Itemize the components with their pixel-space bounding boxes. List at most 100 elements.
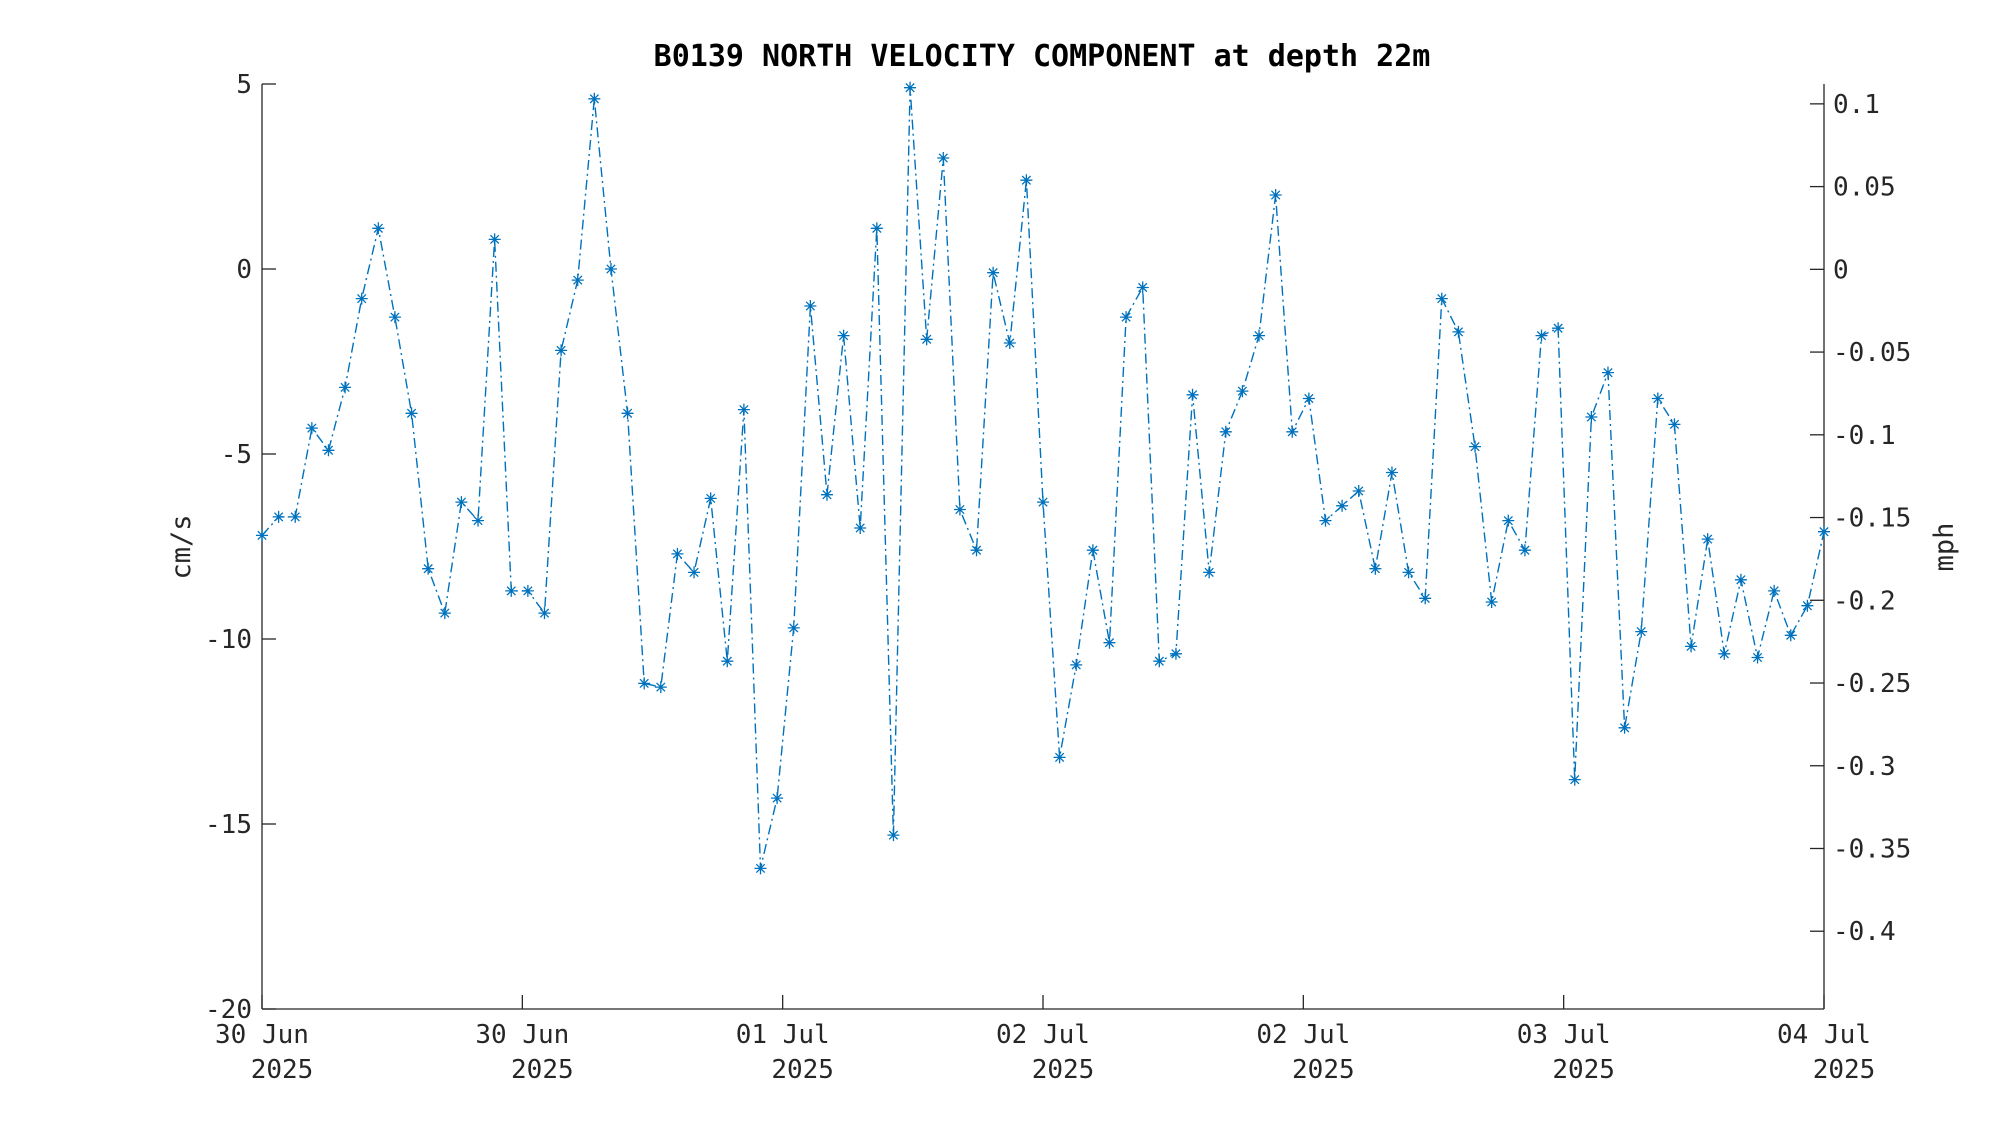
y2-tick-label: -0.05 [1833, 338, 1911, 368]
y-tick-label: 0 [236, 255, 252, 285]
x-tick-label-year: 2025 [251, 1055, 314, 1085]
data-point-marker [1286, 425, 1299, 438]
data-point-marker [322, 444, 335, 457]
data-point-marker [1086, 544, 1099, 557]
data-point-marker [638, 677, 651, 690]
y2-tick-label: 0.05 [1833, 173, 1896, 203]
y-tick-label: -15 [205, 810, 252, 840]
y2-axis-label: mph [1929, 523, 1960, 572]
y2-tick-label: -0.3 [1833, 752, 1896, 782]
data-point-marker [1502, 514, 1515, 527]
data-point-marker [1452, 325, 1465, 338]
data-point-marker [1169, 647, 1182, 660]
velocity-series [256, 81, 1830, 875]
data-point-marker [1369, 562, 1382, 575]
data-point-marker [1751, 651, 1764, 664]
y-tick-label: -10 [205, 625, 252, 655]
data-point-marker [1103, 636, 1116, 649]
data-point-marker [1136, 281, 1149, 294]
x-tick-label-day: 01 Jul [736, 1020, 830, 1050]
data-point-marker [721, 655, 734, 668]
x-tick-label-year: 2025 [511, 1055, 574, 1085]
data-point-marker [1385, 466, 1398, 479]
data-point-marker [1435, 292, 1448, 305]
y2-tick-label: -0.1 [1833, 421, 1896, 451]
data-point-marker [1402, 566, 1415, 579]
y-tick-label: -5 [221, 440, 252, 470]
data-point-marker [1020, 174, 1033, 187]
data-point-marker [422, 562, 435, 575]
data-point-marker [1003, 337, 1016, 349]
data-point-marker [571, 274, 584, 287]
data-point-marker [1601, 366, 1614, 379]
x-tick-label-day: 30 Jun [215, 1020, 309, 1050]
data-point-marker [1701, 533, 1714, 546]
chart-title: B0139 NORTH VELOCITY COMPONENT at depth … [654, 39, 1431, 74]
y-axis-label: cm/s [166, 514, 197, 579]
data-point-marker [438, 607, 451, 620]
y2-tick-label: -0.25 [1833, 669, 1911, 699]
data-point-marker [1120, 311, 1133, 324]
data-point-marker [1535, 329, 1548, 342]
data-point-marker [1336, 499, 1349, 512]
data-point-marker [1219, 425, 1232, 438]
data-point-marker [1618, 721, 1631, 734]
data-point-marker [1469, 440, 1482, 453]
data-point-marker [388, 311, 401, 324]
data-point-marker [588, 92, 601, 105]
data-point-marker [1784, 629, 1797, 642]
data-point-marker [1568, 773, 1581, 786]
data-point-marker [472, 514, 485, 527]
y-tick-label: 5 [236, 70, 252, 100]
data-point-marker [1053, 751, 1066, 764]
data-point-marker [1186, 388, 1199, 401]
data-point-marker [771, 792, 784, 805]
data-point-marker [904, 81, 917, 94]
data-point-marker [654, 681, 667, 694]
data-point-marker [305, 422, 318, 435]
data-point-marker [887, 829, 900, 842]
data-point-marker [854, 522, 867, 534]
data-point-marker [1651, 392, 1664, 405]
data-point-marker [455, 496, 468, 509]
data-point-marker [1319, 514, 1332, 527]
data-point-marker [538, 607, 551, 620]
y2-tick-label: -0.2 [1833, 586, 1896, 616]
data-point-marker [1153, 655, 1166, 668]
data-point-marker [787, 621, 800, 634]
data-point-marker [837, 329, 850, 342]
y-tick-label: -20 [205, 995, 252, 1025]
x-tick-label-day: 02 Jul [996, 1020, 1090, 1050]
data-point-marker [1518, 544, 1531, 557]
y2-tick-label: 0.1 [1833, 90, 1880, 120]
x-tick-label-day: 04 Jul [1777, 1020, 1871, 1050]
data-point-marker [1070, 658, 1083, 671]
data-point-marker [355, 292, 368, 305]
x-tick-label-day: 03 Jul [1517, 1020, 1611, 1050]
data-point-marker [804, 300, 817, 312]
y2-tick-label: -0.4 [1833, 917, 1896, 947]
data-point-marker [405, 407, 418, 420]
data-point-marker [1668, 418, 1681, 431]
data-point-marker [1485, 596, 1498, 608]
data-point-marker [1718, 647, 1731, 660]
data-point-marker [555, 344, 568, 357]
x-tick-label-year: 2025 [1292, 1055, 1355, 1085]
data-point-marker [704, 492, 717, 505]
data-point-marker [820, 488, 833, 501]
x-tick-label-year: 2025 [1813, 1055, 1876, 1085]
data-point-marker [621, 407, 634, 420]
data-point-marker [256, 529, 268, 542]
data-point-marker [289, 510, 302, 523]
data-point-marker [1269, 189, 1282, 201]
data-point-marker [1203, 566, 1216, 579]
data-point-marker [1801, 599, 1814, 612]
data-point-marker [1552, 322, 1565, 335]
data-point-marker [1253, 329, 1266, 342]
x-ticks: 30 Jun 2025 30 Jun 2025 01 Jul 2025 02 Jul 2025… [215, 995, 1875, 1085]
x-tick-label-day: 30 Jun [475, 1020, 569, 1050]
data-point-marker [604, 263, 617, 275]
data-point-marker [870, 222, 883, 235]
